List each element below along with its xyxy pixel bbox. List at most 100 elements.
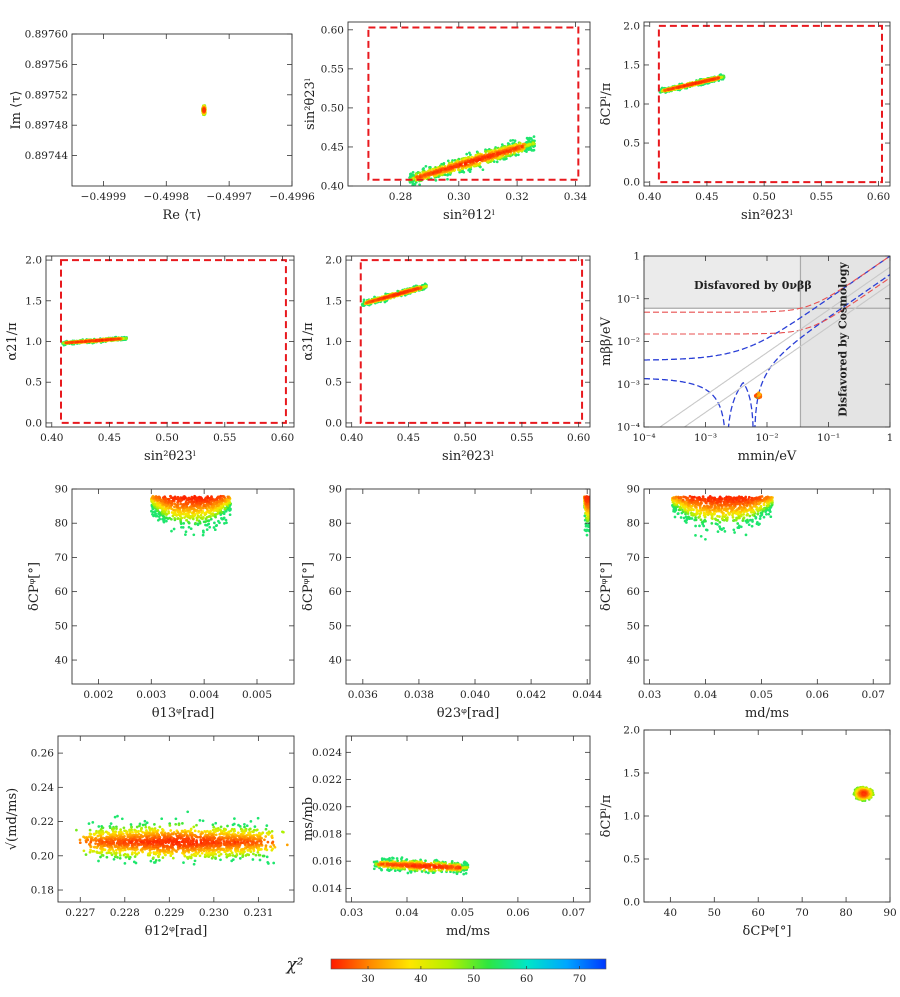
- mbb-boundary-curve: [644, 277, 890, 335]
- data-point: [158, 498, 162, 502]
- data-point: [117, 337, 120, 341]
- data-point: [212, 526, 216, 529]
- data-point: [119, 828, 122, 831]
- data-point: [141, 823, 145, 827]
- y-tick-label: 40: [329, 655, 342, 667]
- data-point: [423, 173, 427, 177]
- data-point: [88, 339, 91, 343]
- data-point: [679, 516, 683, 519]
- data-point: [179, 500, 182, 503]
- data-point: [509, 139, 512, 142]
- data-point: [701, 498, 705, 502]
- x-tick-label: 0.30: [447, 191, 470, 203]
- y-tick-label: 1.5: [25, 295, 42, 307]
- data-point: [209, 517, 213, 521]
- mbb-boundary-curve: [644, 256, 890, 313]
- data-point: [78, 340, 82, 344]
- data-point: [700, 508, 704, 512]
- data-point: [192, 533, 196, 537]
- data-point: [424, 164, 428, 168]
- data-point: [272, 861, 276, 865]
- data-point: [162, 515, 166, 518]
- data-point: [459, 163, 462, 167]
- data-point: [240, 829, 244, 833]
- data-point: [746, 512, 749, 516]
- data-point: [196, 514, 200, 518]
- data-point: [704, 528, 708, 532]
- y-axis-label: δCPᵠ[°]: [27, 562, 42, 611]
- data-point: [750, 510, 753, 514]
- data-point: [215, 500, 219, 504]
- data-point: [755, 508, 758, 511]
- y-tick-label: 50: [627, 620, 640, 632]
- x-tick-label: −0.4998: [144, 191, 190, 203]
- data-point: [116, 856, 119, 859]
- y-axis-label: α21/π: [5, 322, 20, 361]
- data-point: [264, 827, 268, 831]
- data-point: [725, 495, 728, 499]
- data-point: [446, 159, 450, 163]
- data-point: [758, 517, 762, 520]
- y-tick-label: 0.89744: [25, 150, 69, 162]
- y-tick-label: 10⁻²: [617, 336, 640, 348]
- data-point: [446, 173, 450, 176]
- data-point: [765, 497, 768, 500]
- data-point: [187, 496, 191, 500]
- data-point: [211, 823, 215, 827]
- y-tick-label: 0.55: [321, 63, 344, 75]
- data-point: [696, 81, 699, 85]
- y-tick-label: 60: [329, 586, 342, 598]
- data-point: [682, 516, 686, 520]
- data-point: [513, 139, 517, 143]
- data-point: [188, 510, 192, 513]
- y-tick-label: 1.0: [25, 336, 42, 348]
- data-point: [526, 143, 530, 147]
- y-tick-label: 90: [55, 484, 68, 496]
- data-point: [699, 534, 703, 538]
- data-point: [95, 850, 99, 854]
- data-point: [484, 150, 488, 154]
- data-point: [188, 500, 191, 504]
- y-tick-label: 0.5: [25, 377, 42, 389]
- y-tick-label: 80: [627, 518, 640, 530]
- data-point: [490, 154, 494, 157]
- panel-p2: 0.28 0.30 0.32 0.340.400.450.500.550.60sin²…: [303, 21, 591, 223]
- x-tick-label: 0.03: [638, 689, 661, 701]
- data-point: [769, 495, 773, 499]
- data-point: [160, 817, 164, 821]
- data-point: [757, 392, 762, 397]
- x-axis-label: θ13ᵠ[rad]: [152, 706, 215, 721]
- data-point: [726, 516, 729, 519]
- data-point: [453, 165, 457, 168]
- data-point: [532, 141, 535, 145]
- data-point: [191, 515, 194, 519]
- data-point: [168, 824, 172, 827]
- data-point: [192, 825, 196, 829]
- data-point: [424, 285, 427, 288]
- data-point: [254, 853, 258, 857]
- data-point: [758, 501, 762, 505]
- data-point: [202, 531, 205, 534]
- data-point: [158, 517, 162, 521]
- data-point: [231, 858, 235, 861]
- data-point: [202, 515, 205, 519]
- y-tick-label: 40: [627, 655, 640, 667]
- data-point: [161, 856, 165, 859]
- data-point: [111, 829, 115, 833]
- data-point: [362, 298, 366, 302]
- data-point: [678, 496, 682, 500]
- axes-frame: [643, 21, 891, 187]
- data-point: [84, 853, 88, 856]
- data-point: [714, 517, 717, 521]
- data-point: [727, 498, 731, 502]
- data-point: [723, 530, 727, 533]
- data-point: [224, 518, 228, 522]
- y-tick-label: 50: [55, 620, 68, 632]
- data-point: [457, 168, 460, 172]
- data-point: [201, 533, 205, 537]
- data-point: [508, 148, 512, 152]
- data-point: [694, 524, 697, 528]
- data-point: [214, 821, 218, 825]
- data-point: [114, 337, 117, 341]
